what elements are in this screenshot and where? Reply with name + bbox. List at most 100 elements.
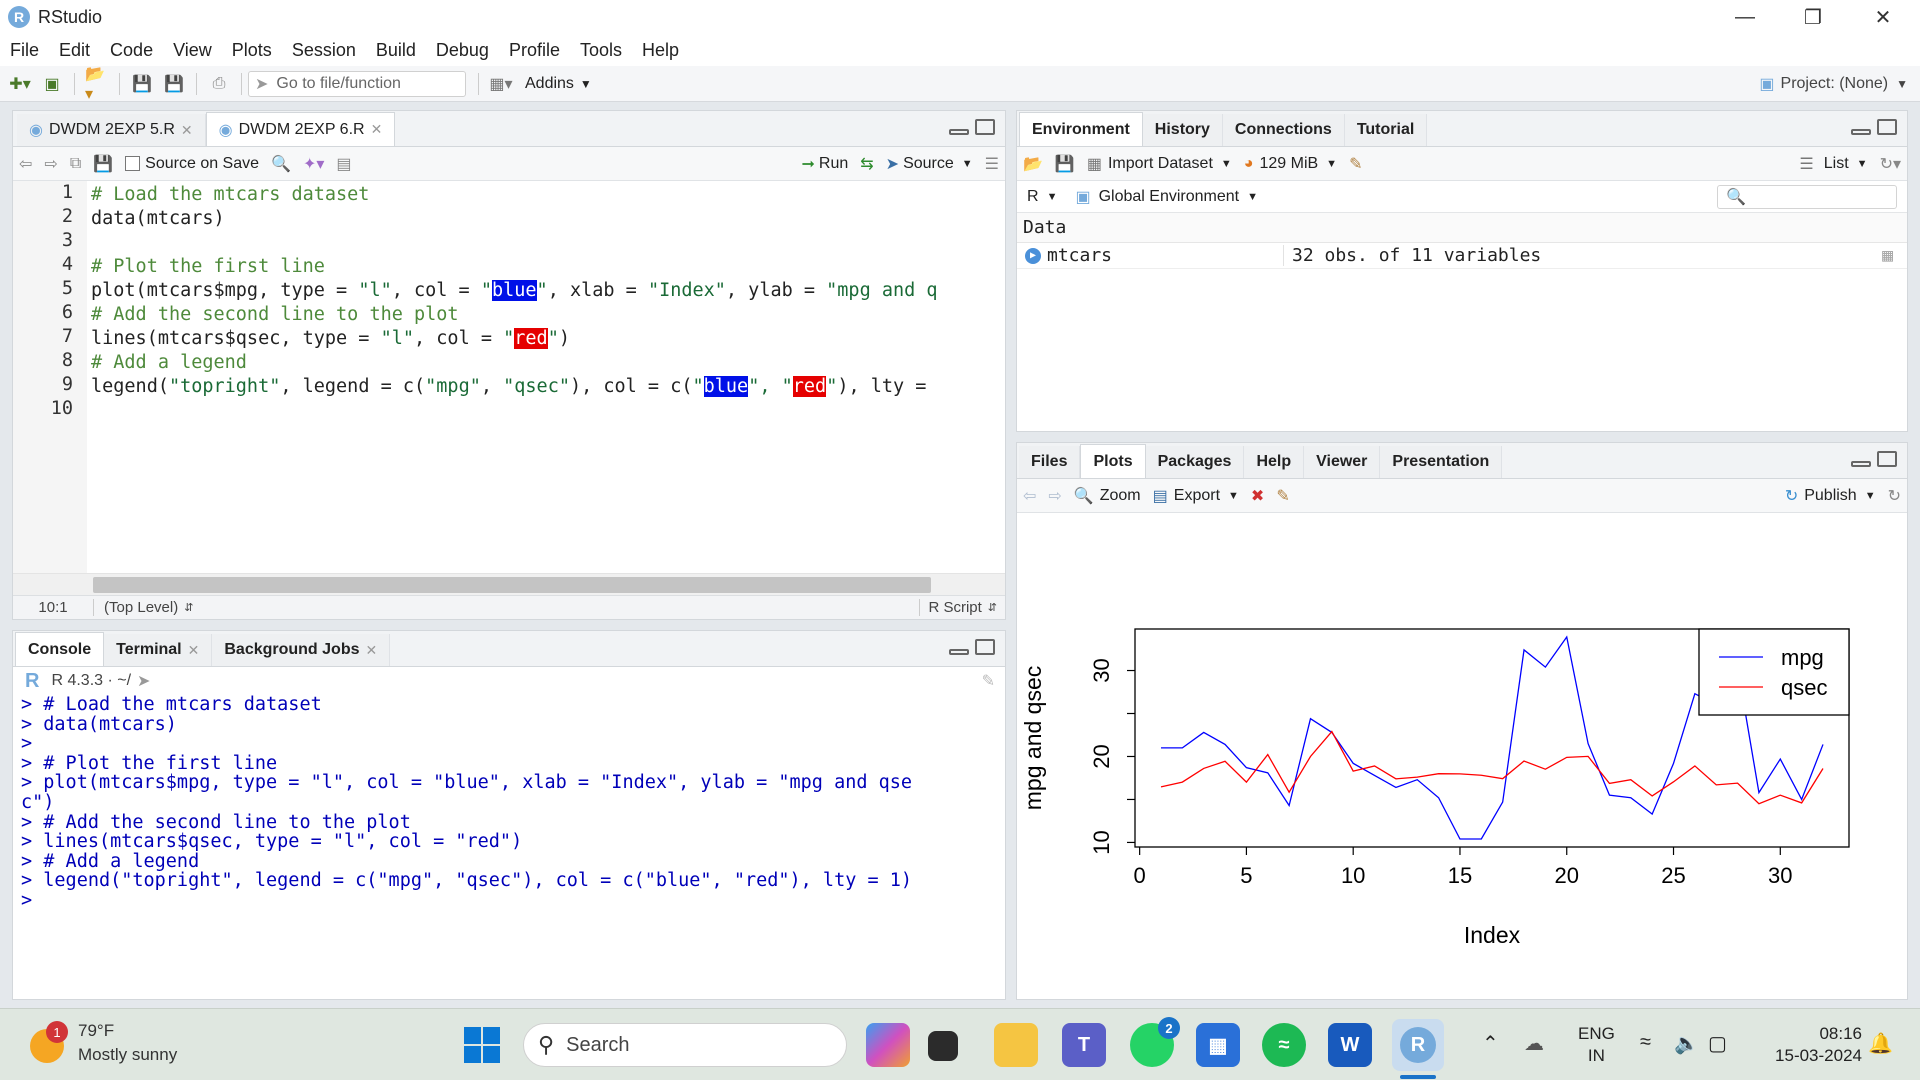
close-tab-icon[interactable]: ✕	[370, 121, 383, 137]
menu-plots[interactable]: Plots	[231, 39, 272, 60]
open-file-icon[interactable]: 📂▾	[85, 65, 105, 103]
view-data-icon[interactable]: ▦	[1882, 245, 1893, 266]
store-icon[interactable]: ▦	[1196, 1023, 1240, 1067]
menu-build[interactable]: Build	[375, 39, 416, 60]
environment-search-input[interactable]: 🔍	[1717, 184, 1897, 209]
tab-presentation[interactable]: Presentation	[1380, 446, 1503, 478]
menu-profile[interactable]: Profile	[508, 39, 560, 60]
expand-icon[interactable]: ▶	[1025, 247, 1041, 264]
code-line[interactable]	[91, 399, 1005, 423]
new-file-icon[interactable]: ✚▾	[9, 75, 31, 93]
export-button[interactable]: ▤ Export ▼	[1153, 486, 1239, 506]
tab-tutorial[interactable]: Tutorial	[1344, 114, 1428, 146]
print-icon[interactable]: ⎙	[212, 74, 226, 92]
maximize-pane-icon[interactable]	[1877, 451, 1897, 467]
console-path-arrow-icon[interactable]: ➤	[137, 673, 151, 690]
tab-background-jobs[interactable]: Background Jobs ✕	[212, 634, 391, 666]
find-icon[interactable]: 🔍	[271, 155, 291, 173]
clock[interactable]: 08:16 15-03-2024	[1775, 1023, 1862, 1067]
code-line[interactable]: # Load the mtcars dataset	[91, 183, 1005, 207]
task-view-icon[interactable]	[928, 1031, 958, 1061]
save-all-icon[interactable]: 💾	[164, 75, 184, 93]
notification-bell-icon[interactable]: 🔔	[1868, 1033, 1893, 1055]
save-workspace-icon[interactable]: 💾	[1054, 155, 1075, 173]
maximize-pane-icon[interactable]	[1877, 119, 1897, 135]
horizontal-scrollbar[interactable]	[13, 573, 1005, 595]
import-dataset-button[interactable]: ▦ Import Dataset ▼	[1087, 154, 1232, 174]
code-line[interactable]: data(mtcars)	[91, 207, 1005, 231]
battery-icon[interactable]: ▢	[1708, 1033, 1727, 1055]
spotify-icon[interactable]: ≈	[1262, 1023, 1306, 1067]
tab-environment[interactable]: Environment	[1019, 112, 1143, 146]
network-status-icon[interactable]: ☁	[1524, 1033, 1544, 1055]
menu-help[interactable]: Help	[642, 39, 680, 60]
tab-help[interactable]: Help	[1244, 446, 1305, 478]
source-on-save-checkbox[interactable]: Source on Save	[125, 155, 259, 173]
forward-icon[interactable]: ⇨	[44, 155, 58, 173]
menu-tools[interactable]: Tools	[579, 39, 622, 60]
maximize-pane-icon[interactable]	[975, 119, 995, 135]
scope-selector[interactable]: (Top Level)	[93, 599, 178, 616]
previous-plot-icon[interactable]: ⇦	[1023, 487, 1037, 505]
code-editor[interactable]: 1 2 3 4 5 6 7 8 9 10 # Load the mtcars dataset dat…	[13, 181, 1005, 573]
file-explorer-icon[interactable]	[994, 1023, 1038, 1067]
back-icon[interactable]: ⇦	[19, 155, 33, 173]
addins-chevron-icon[interactable]: ▼	[579, 76, 592, 91]
menu-edit[interactable]: Edit	[59, 39, 91, 60]
source-button[interactable]: ➤ Source ▼	[886, 154, 973, 174]
file-type-chevron-icon[interactable]: ⇵	[987, 602, 997, 614]
editor-tab-5[interactable]: ◉ DWDM 2EXP 5.R ✕	[17, 114, 206, 146]
restore-button[interactable]: ❐	[1804, 6, 1822, 29]
volume-muted-icon[interactable]: 🔈	[1674, 1033, 1699, 1055]
console-output[interactable]: > # Load the mtcars dataset > data(mtcars…	[13, 695, 1005, 995]
grid-layout-icon[interactable]: ▦▾	[489, 75, 513, 93]
menu-file[interactable]: File	[10, 39, 40, 60]
publish-button[interactable]: ↻ Publish ▼	[1785, 486, 1876, 506]
code-line[interactable]: # Add the second line to the plot	[91, 303, 1005, 327]
show-in-window-icon[interactable]: ⧉	[69, 154, 82, 172]
menu-view[interactable]: View	[173, 39, 212, 60]
close-tab-icon[interactable]: ✕	[187, 641, 200, 658]
code-line[interactable]: # Add a legend	[91, 351, 1005, 375]
broom-icon[interactable]: ✎	[1349, 155, 1363, 173]
environment-row[interactable]: ▶ mtcars 32 obs. of 11 variables ▦	[1017, 243, 1907, 269]
code-line[interactable]: plot(mtcars$mpg, type = "l", col = "blue…	[91, 279, 1005, 303]
close-button[interactable]: ✕	[1874, 6, 1892, 29]
wifi-icon[interactable]: ≈	[1640, 1031, 1651, 1053]
code-line[interactable]: lines(mtcars$qsec, type = "l", col = "re…	[91, 327, 1005, 351]
minimize-pane-icon[interactable]	[949, 649, 969, 655]
code-line[interactable]: legend("topright", legend = c("mpg", "qs…	[91, 375, 1005, 399]
menu-session[interactable]: Session	[291, 39, 356, 60]
code-tools-icon[interactable]: ✦▾	[302, 155, 325, 173]
editor-tab-6[interactable]: ◉ DWDM 2EXP 6.R ✕	[205, 112, 396, 146]
maximize-pane-icon[interactable]	[975, 639, 995, 655]
close-tab-icon[interactable]: ✕	[365, 641, 378, 658]
code-line[interactable]	[91, 231, 1005, 255]
whatsapp-icon[interactable]: 2	[1130, 1017, 1180, 1067]
scope-chevron-icon[interactable]: ▼	[1247, 190, 1258, 203]
run-button[interactable]: ➞ Run	[801, 154, 848, 174]
code-line[interactable]: # Plot the first line	[91, 255, 1005, 279]
document-outline-icon[interactable]: ☰	[984, 155, 999, 173]
tab-files[interactable]: Files	[1019, 446, 1081, 478]
new-project-icon[interactable]: ▣	[44, 75, 60, 93]
save-icon[interactable]: 💾	[93, 155, 114, 173]
refresh-icon[interactable]: ↻▾	[1879, 155, 1901, 173]
remove-plot-icon[interactable]: ✖	[1250, 487, 1265, 505]
copilot-icon[interactable]	[866, 1023, 910, 1067]
scrollbar-thumb[interactable]	[93, 577, 931, 593]
addins-menu[interactable]: Addins	[525, 74, 574, 92]
refresh-plot-icon[interactable]: ↻	[1887, 487, 1901, 505]
show-hidden-icons-chevron-icon[interactable]: ⌃	[1482, 1033, 1499, 1055]
menu-code[interactable]: Code	[110, 39, 154, 60]
minimize-pane-icon[interactable]	[1851, 129, 1871, 135]
minimize-pane-icon[interactable]	[1851, 461, 1871, 467]
menu-debug[interactable]: Debug	[435, 39, 489, 60]
weather-widget[interactable]: 1 79°F Mostly sunny	[28, 1019, 177, 1067]
clear-console-icon[interactable]: ✎	[981, 673, 995, 690]
file-type-selector[interactable]: R Script	[919, 599, 982, 616]
project-menu[interactable]: ▣ Project: (None) ▼	[1759, 74, 1908, 94]
scope-chevron-icon[interactable]: ⇵	[184, 602, 194, 614]
tab-plots[interactable]: Plots	[1080, 444, 1146, 478]
tab-terminal[interactable]: Terminal ✕	[104, 634, 213, 666]
